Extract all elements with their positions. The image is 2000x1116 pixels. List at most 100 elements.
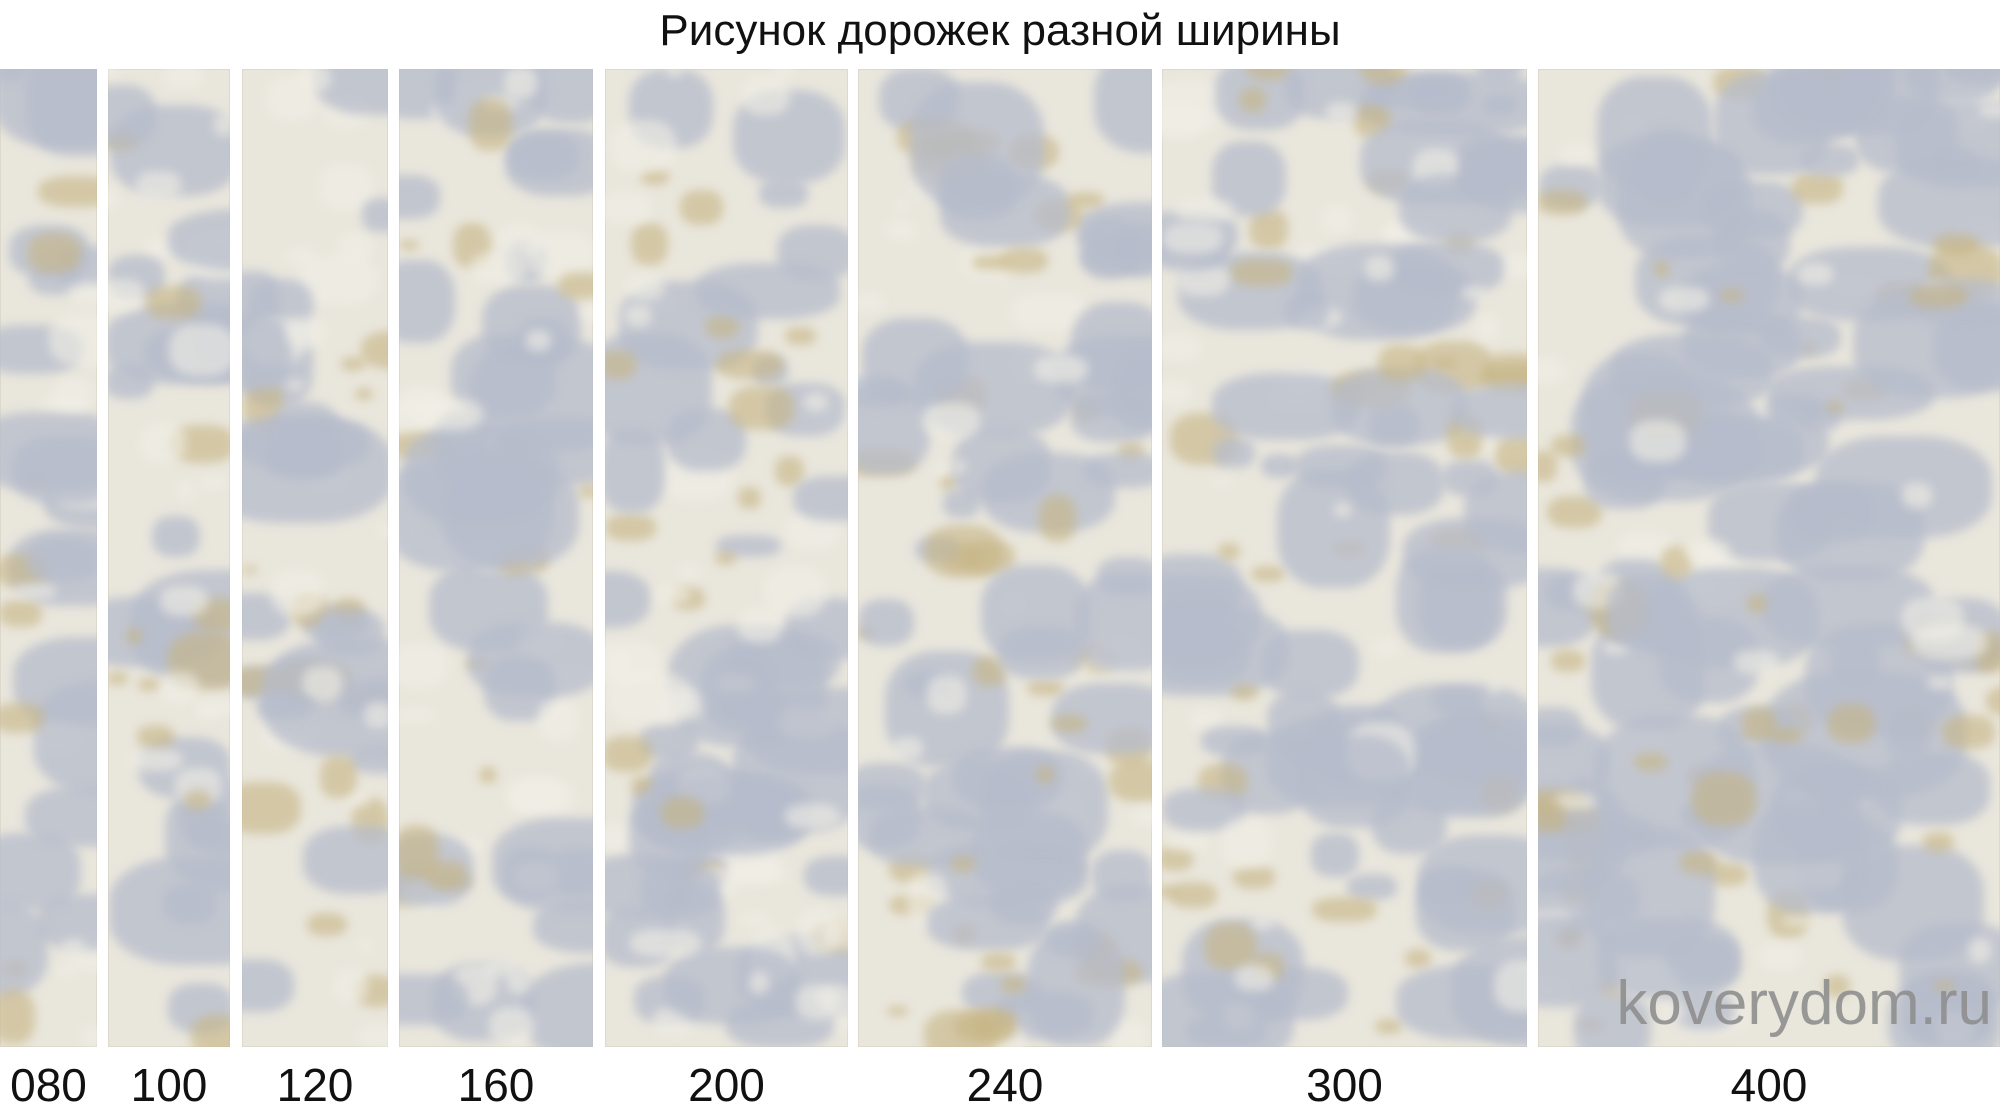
pattern-blob	[793, 475, 848, 522]
pattern-blob	[159, 671, 199, 705]
pattern-blob	[108, 69, 120, 79]
pattern-blob	[506, 779, 576, 814]
pattern-blob	[306, 913, 347, 937]
pattern-blob	[1685, 540, 1731, 563]
pattern-blob	[924, 524, 1003, 579]
pattern-blob	[55, 964, 75, 977]
pattern-blob	[1791, 172, 1844, 204]
pattern-blob	[14, 584, 56, 600]
pattern-blob	[399, 973, 470, 1025]
pattern-blob	[804, 856, 848, 896]
pattern-blob	[362, 197, 388, 233]
pattern-blob	[469, 97, 512, 151]
pattern-blob	[858, 762, 926, 811]
pattern-blob	[1372, 639, 1399, 658]
pattern-blob	[1252, 914, 1274, 930]
width-label-100: 100	[130, 1059, 208, 1111]
pattern-blob	[1220, 817, 1273, 869]
pattern-blob	[297, 69, 331, 93]
pattern-blob	[358, 939, 374, 951]
pattern-blob	[1495, 433, 1527, 478]
pattern-blob	[774, 455, 805, 486]
pattern-blob	[663, 947, 802, 1025]
pattern-blob	[24, 785, 97, 847]
pattern-blob	[639, 861, 720, 919]
pattern-blob	[356, 1024, 388, 1047]
pattern-blob	[162, 69, 204, 88]
pattern-blob	[1038, 494, 1077, 543]
pattern-blob	[242, 781, 302, 834]
page-title: Рисунок дорожек разной ширины	[659, 6, 1341, 55]
pattern-blob	[1312, 896, 1377, 923]
pattern-blob	[198, 474, 229, 491]
pattern-blob	[910, 82, 1045, 208]
pattern-blob	[28, 233, 81, 274]
pattern-blob	[152, 515, 201, 558]
pattern-blob	[981, 953, 1017, 972]
pattern-blob	[1045, 920, 1097, 958]
pattern-blob	[624, 304, 652, 327]
pattern-blob	[656, 584, 690, 605]
pattern-blob	[360, 330, 388, 369]
pattern-blob	[1682, 311, 1801, 379]
pattern-blob	[605, 736, 653, 772]
pattern-blob	[25, 69, 97, 156]
pattern-blob	[1036, 765, 1054, 784]
pattern-blob	[1770, 727, 1803, 746]
pattern-blob	[862, 317, 968, 403]
width-label-240: 240	[966, 1059, 1044, 1111]
pattern-blob	[759, 179, 809, 209]
pattern-blob	[108, 278, 145, 313]
pattern-blob	[1081, 217, 1139, 280]
pattern-blob	[137, 724, 174, 749]
runner-swatch-080	[0, 69, 97, 1047]
pattern-blob	[136, 171, 182, 201]
width-label-120: 120	[276, 1059, 354, 1111]
pattern-blob	[52, 377, 93, 411]
pattern-blob	[1217, 542, 1240, 561]
pattern-blob	[1026, 679, 1064, 697]
pattern-blob	[1334, 503, 1352, 518]
pattern-blob	[895, 199, 909, 212]
pattern-blob	[1375, 1019, 1403, 1034]
pattern-blob	[484, 959, 519, 978]
pattern-blob	[1659, 287, 1709, 313]
pattern-blob	[341, 357, 366, 372]
pattern-blob	[415, 398, 483, 431]
pattern-blob	[998, 626, 1085, 679]
pattern-blob	[1734, 649, 1780, 674]
pattern-blob	[1162, 971, 1295, 1047]
pattern-blob	[1298, 734, 1411, 829]
pattern-blob	[108, 188, 119, 209]
pattern-blob	[729, 386, 794, 430]
pattern-blob	[1660, 1001, 1686, 1023]
pattern-blob	[257, 693, 314, 720]
pattern-blob	[1245, 69, 1291, 81]
pattern-blob	[399, 174, 440, 220]
pattern-blob	[715, 552, 737, 565]
pattern-blob	[716, 349, 783, 380]
pattern-blob	[79, 1025, 97, 1047]
pattern-blob	[605, 191, 653, 225]
pattern-blob	[1174, 198, 1236, 223]
pattern-blob	[579, 303, 593, 322]
pattern-blob	[1405, 949, 1432, 968]
pattern-blob	[285, 247, 317, 266]
width-label-160: 160	[457, 1059, 535, 1111]
pattern-blob	[1210, 478, 1234, 486]
pattern-blob	[26, 537, 97, 582]
pattern-blob	[953, 460, 967, 473]
pattern-blob	[1654, 258, 1670, 277]
pattern-blob	[68, 281, 97, 304]
pattern-blob	[803, 393, 828, 412]
pattern-blob	[1945, 69, 2000, 86]
pattern-blob	[1932, 980, 1956, 992]
pattern-blob	[891, 737, 923, 760]
pattern-blob	[504, 69, 538, 99]
pattern-blob	[1986, 687, 2000, 715]
pattern-blob	[1162, 591, 1235, 668]
pattern-blob	[1051, 714, 1088, 732]
pattern-blob	[168, 209, 230, 271]
runner-swatch-400	[1538, 69, 2000, 1047]
pattern-blob	[1538, 800, 1566, 832]
